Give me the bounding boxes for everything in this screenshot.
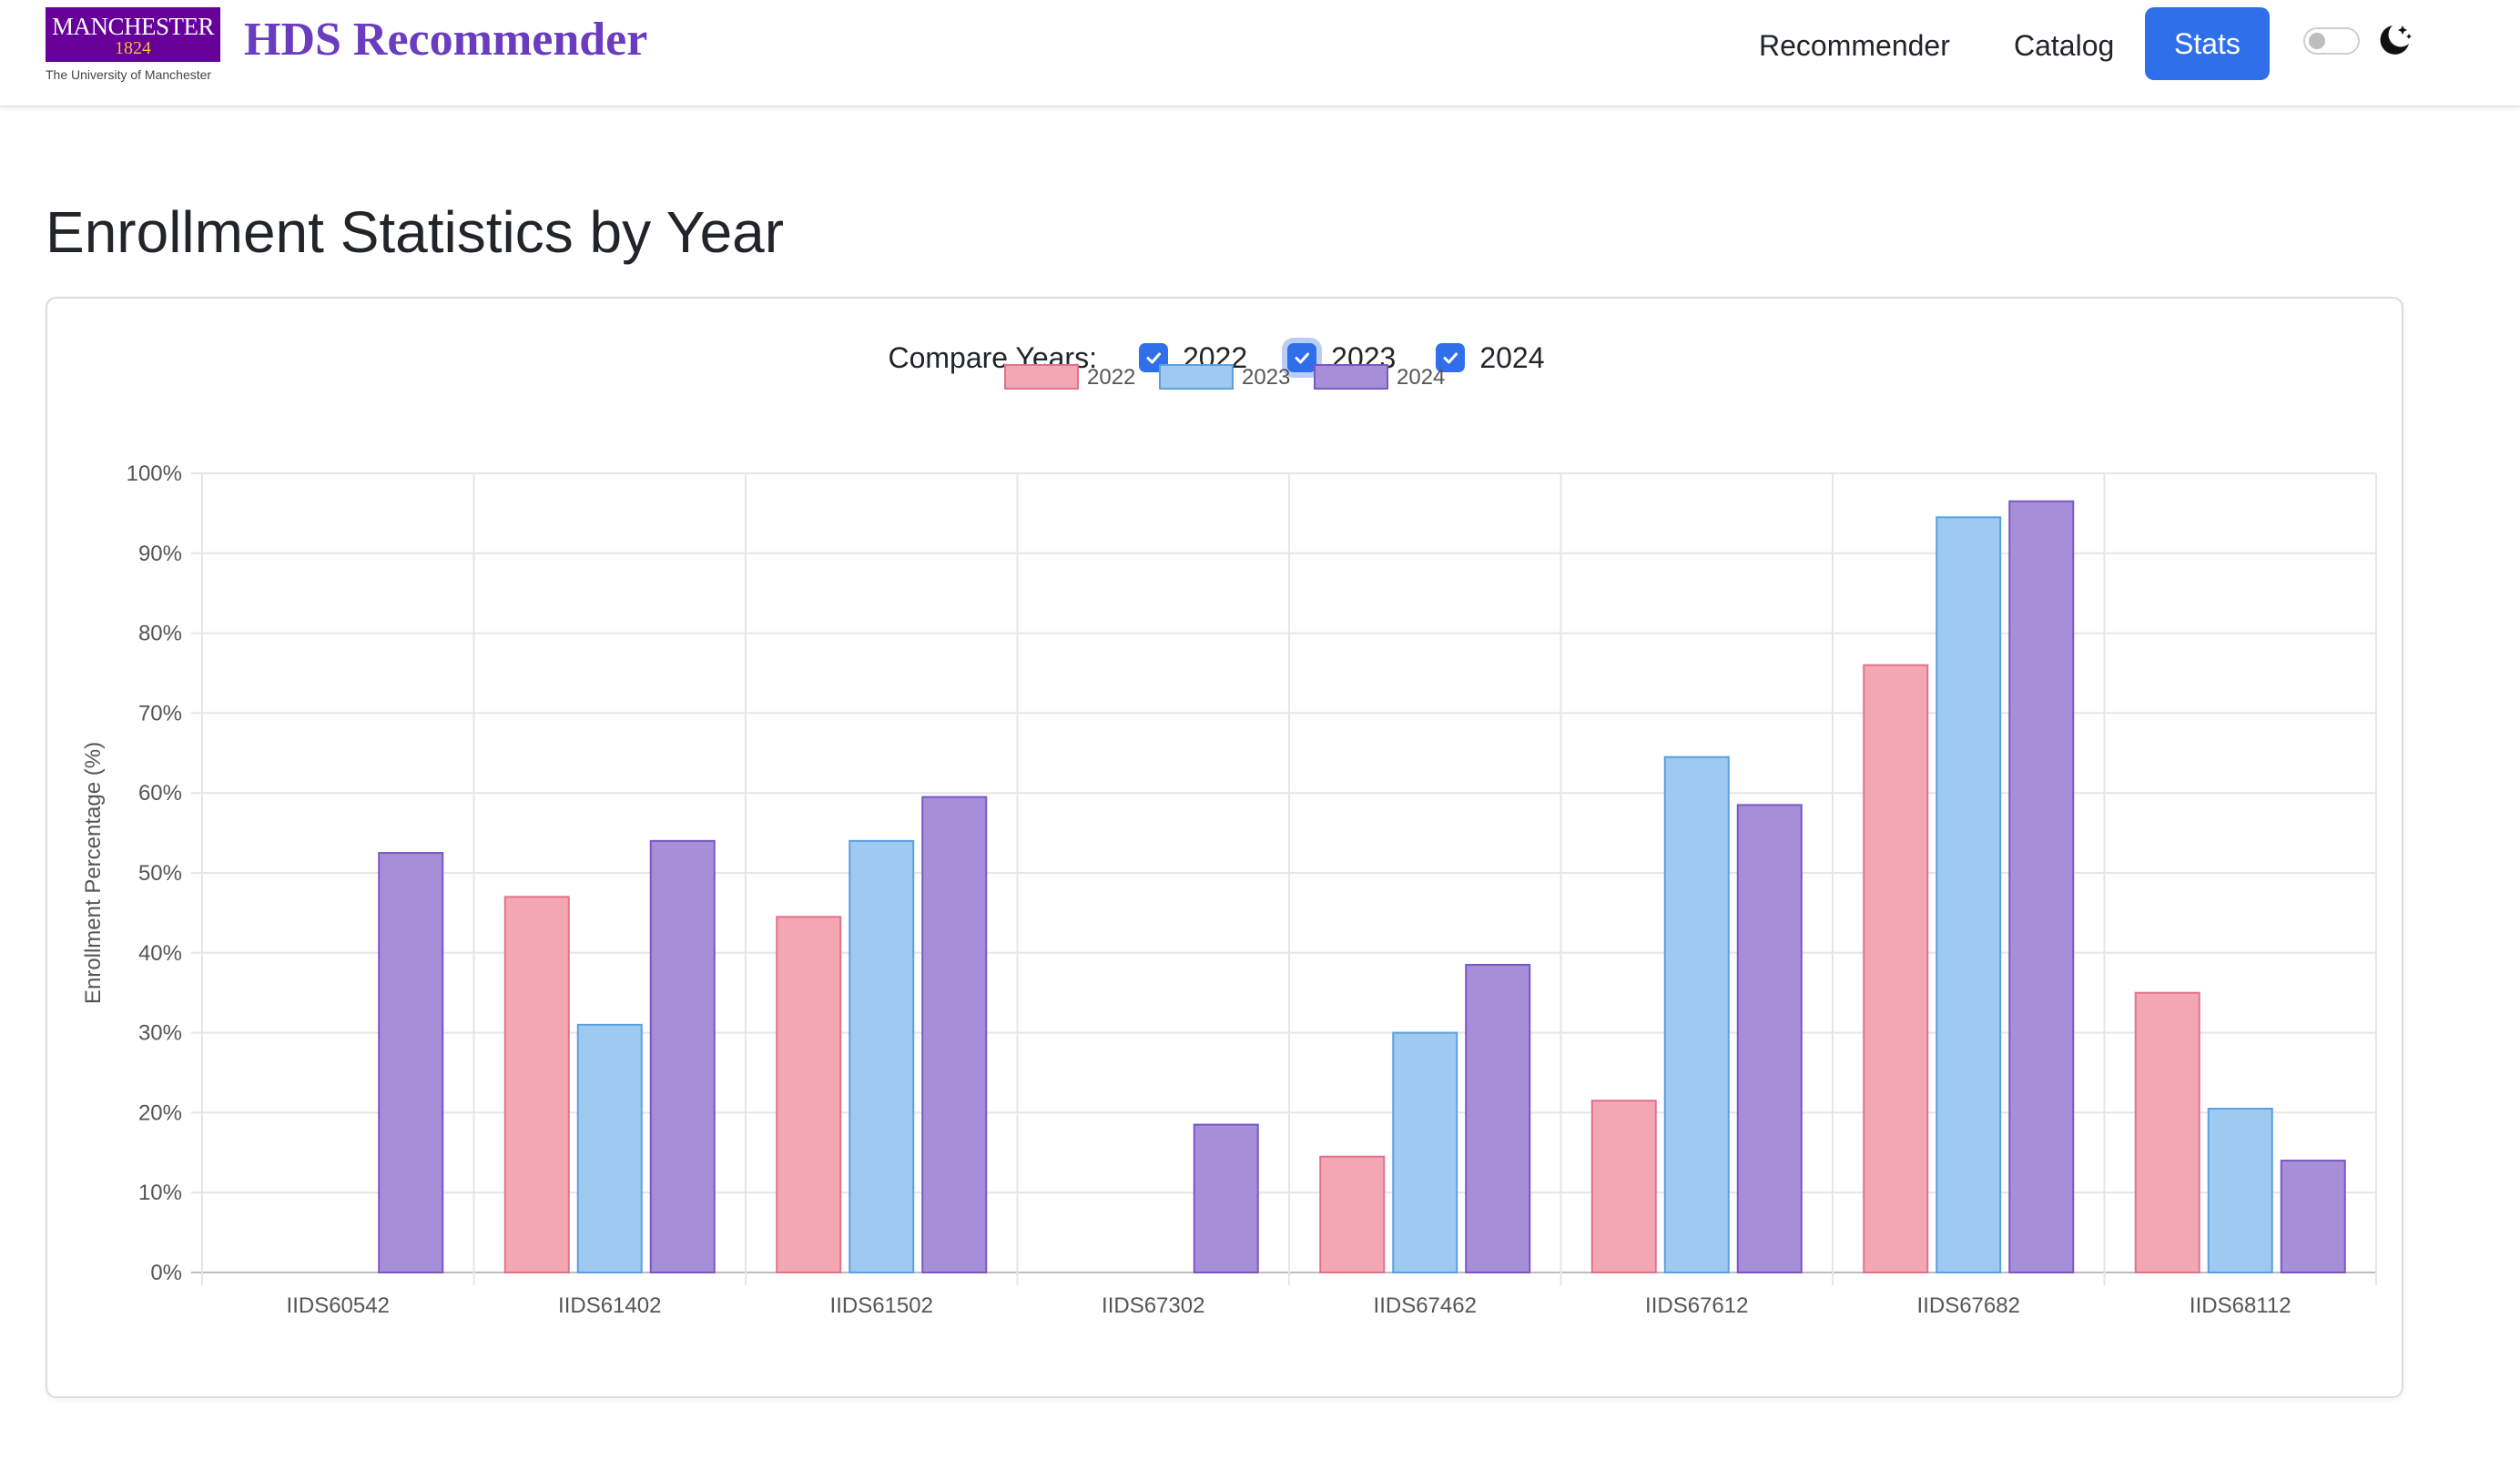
bar-2024[interactable] [921, 796, 988, 1273]
y-tick-label: 90% [138, 542, 182, 566]
y-tick-label: 70% [138, 701, 182, 725]
y-axis-title: Enrollment Percentage (%) [81, 742, 106, 1004]
x-tick-label: IIDS67682 [1917, 1293, 2020, 1318]
y-tick-label: 10% [138, 1181, 182, 1205]
bar-2024[interactable] [1193, 1123, 1259, 1273]
bar-2023[interactable] [1392, 1031, 1458, 1273]
bar-2022[interactable] [1319, 1155, 1386, 1273]
checkbox-checked-icon[interactable] [1287, 343, 1317, 372]
page-title: Enrollment Statistics by Year [46, 199, 785, 265]
bar-2023[interactable] [1936, 516, 2002, 1274]
bar-2023[interactable] [576, 1023, 643, 1273]
compare-years-control: Compare Years: 2022 2023 2024 [47, 335, 2405, 380]
legend-label-2022[interactable]: 2022 [1087, 365, 1135, 390]
y-tick-label: 80% [138, 622, 182, 646]
bar-2024[interactable] [1465, 963, 1531, 1273]
bar-2023[interactable] [2207, 1108, 2273, 1274]
year-checkbox-label: 2024 [1479, 340, 1545, 374]
x-tick-label: IIDS61502 [830, 1293, 933, 1318]
bar-2022[interactable] [776, 916, 842, 1273]
nav-link-stats[interactable]: Stats [2145, 7, 2270, 80]
logo-subtitle: The University of Manchester [46, 67, 212, 82]
nav-link-recommender[interactable]: Recommender [1759, 29, 1950, 62]
checkbox-checked-icon[interactable] [1436, 343, 1466, 372]
toggle-knob [2309, 33, 2325, 49]
bar-2024[interactable] [649, 839, 716, 1273]
x-tick-label: IIDS67302 [1102, 1293, 1204, 1318]
x-tick-label: IIDS67612 [1645, 1293, 1748, 1318]
bar-2022[interactable] [1590, 1100, 1657, 1273]
y-tick-label: 60% [138, 781, 182, 806]
bar-2024[interactable] [2280, 1160, 2346, 1274]
y-tick-label: 0% [150, 1261, 182, 1285]
y-tick-label: 40% [138, 941, 182, 966]
legend-swatch-2024[interactable] [1314, 364, 1388, 390]
logo-box: MANCHESTER 1824 [46, 7, 220, 62]
logo-year: 1824 [115, 38, 151, 58]
legend-label-2023[interactable]: 2023 [1242, 365, 1290, 390]
bar-2024[interactable] [378, 852, 444, 1273]
y-tick-label: 20% [138, 1100, 182, 1125]
y-tick-label: 30% [138, 1021, 182, 1046]
legend-swatch-2022[interactable] [1004, 364, 1079, 390]
x-tick-label: IIDS60542 [287, 1293, 390, 1318]
bar-2024[interactable] [2008, 500, 2075, 1274]
bar-2022[interactable] [2134, 991, 2200, 1273]
moon-stars-icon[interactable] [2374, 20, 2414, 60]
bar-2023[interactable] [1663, 755, 1730, 1273]
enrollment-bar-chart[interactable]: 0% 10% 20% 30% 40% 50% 60% 70% 80% 90% 100% IIDS605… [47, 299, 2405, 1400]
stats-card: Compare Years: 2022 2023 2024 0% 10% 20% 30… [46, 297, 2403, 1398]
year-checkbox-2024[interactable]: 2024 [1436, 340, 1545, 375]
navbar: MANCHESTER 1824 The University of Manche… [0, 0, 2520, 107]
legend-label-2024[interactable]: 2024 [1397, 365, 1445, 390]
y-tick-label: 100% [127, 461, 182, 486]
x-tick-label: IIDS67462 [1374, 1293, 1477, 1318]
legend-swatch-2023[interactable] [1159, 364, 1234, 390]
brand-title[interactable]: HDS Recommender [244, 14, 648, 66]
theme-toggle-switch[interactable] [2303, 27, 2360, 55]
x-tick-label: IIDS68112 [2190, 1293, 2291, 1318]
bar-2024[interactable] [1736, 804, 1803, 1273]
logo-wordmark: MANCHESTER [51, 13, 215, 40]
x-tick-label: IIDS61402 [558, 1293, 661, 1318]
university-logo[interactable]: MANCHESTER 1824 The University of Manche… [46, 7, 220, 82]
bar-2022[interactable] [1863, 664, 1929, 1274]
bar-2023[interactable] [848, 839, 915, 1273]
nav-link-catalog[interactable]: Catalog [2014, 29, 2115, 62]
y-tick-label: 50% [138, 861, 182, 886]
bar-2022[interactable] [503, 896, 570, 1274]
